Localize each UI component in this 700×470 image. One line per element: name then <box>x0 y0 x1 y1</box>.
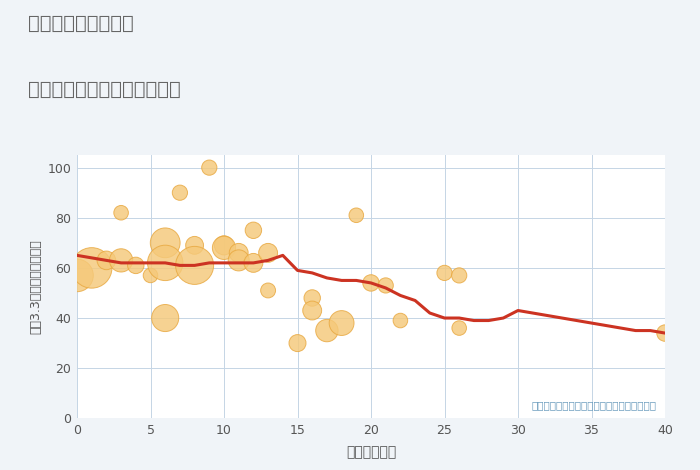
Point <box>160 314 171 322</box>
X-axis label: 築年数（年）: 築年数（年） <box>346 445 396 459</box>
Point <box>116 209 127 217</box>
Point <box>351 212 362 219</box>
Point <box>395 317 406 324</box>
Point <box>160 259 171 266</box>
Point <box>233 257 244 264</box>
Point <box>439 269 450 277</box>
Point <box>292 339 303 347</box>
Point <box>116 257 127 264</box>
Y-axis label: 平（3.3㎡）単価（万円）: 平（3.3㎡）単価（万円） <box>29 239 42 334</box>
Point <box>189 262 200 269</box>
Point <box>262 249 274 257</box>
Point <box>248 227 259 234</box>
Point <box>307 307 318 314</box>
Point <box>454 324 465 332</box>
Point <box>380 282 391 289</box>
Point <box>659 329 671 337</box>
Point <box>189 242 200 249</box>
Point <box>204 164 215 172</box>
Point <box>307 294 318 302</box>
Point <box>174 189 186 196</box>
Point <box>218 244 230 251</box>
Point <box>145 272 156 279</box>
Text: 築年数別中古マンション価格: 築年数別中古マンション価格 <box>28 80 181 99</box>
Point <box>365 279 377 287</box>
Point <box>101 257 112 264</box>
Text: 三重県松阪市中万町: 三重県松阪市中万町 <box>28 14 134 33</box>
Point <box>130 262 141 269</box>
Point <box>336 319 347 327</box>
Text: 円の大きさは、取引のあった物件面積を示す: 円の大きさは、取引のあった物件面積を示す <box>531 400 656 410</box>
Point <box>321 327 332 334</box>
Point <box>218 242 230 249</box>
Point <box>248 259 259 266</box>
Point <box>86 264 97 272</box>
Point <box>454 272 465 279</box>
Point <box>262 287 274 294</box>
Point <box>71 272 83 279</box>
Point <box>160 239 171 247</box>
Point <box>233 249 244 257</box>
